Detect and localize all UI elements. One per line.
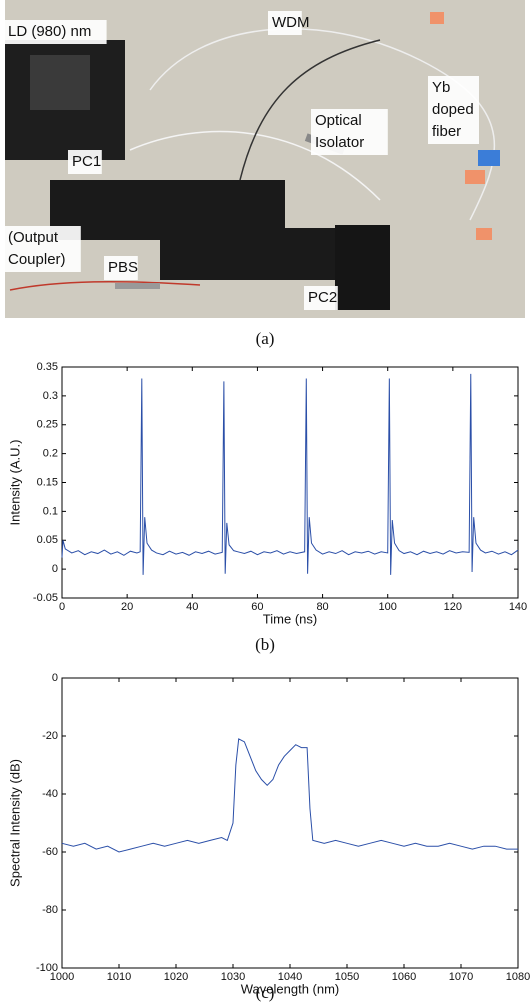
x-tick-label: 1040 (278, 971, 302, 983)
y-tick-label: -20 (42, 730, 58, 742)
label-background (68, 150, 102, 174)
y-tick-label: 0.15 (37, 476, 58, 488)
x-tick-label: 140 (509, 601, 527, 613)
x-tick-label: 1050 (335, 971, 359, 983)
tape (465, 170, 485, 184)
y-tick-label: 0.25 (37, 419, 58, 431)
photo-label: Coupler) (8, 251, 66, 268)
photo-label: WDM (272, 14, 310, 31)
tape (478, 150, 500, 166)
x-tick-label: 100 (379, 601, 397, 613)
y-tick-label: 0 (52, 672, 58, 684)
x-tick-label: 120 (444, 601, 462, 613)
caption: (c) (256, 983, 275, 1002)
tape (476, 228, 492, 240)
photo-label: PC1 (72, 153, 101, 170)
x-tick-label: 1010 (107, 971, 131, 983)
y-tick-label: -100 (36, 962, 58, 974)
pbs-component (115, 283, 160, 289)
label-background (4, 20, 107, 44)
y-tick-label: -0.05 (33, 592, 58, 604)
y-tick-label: 0.1 (43, 505, 58, 517)
label-background (311, 109, 388, 155)
y-tick-label: -80 (42, 904, 58, 916)
photo-label: Yb (432, 79, 450, 96)
data-line (61, 373, 519, 575)
tape (430, 12, 444, 24)
x-axis-label: Time (ns) (263, 611, 317, 626)
pc2-mount (335, 225, 390, 310)
photo-label: Optical (315, 112, 362, 129)
fiber (9, 280, 201, 291)
caption: (a) (256, 329, 275, 348)
photo-label: fiber (432, 123, 461, 140)
fiber (239, 39, 381, 181)
photo-label: doped (432, 101, 474, 118)
x-tick-label: 1000 (50, 971, 74, 983)
y-tick-label: -60 (42, 846, 58, 858)
y-tick-label: 0.35 (37, 361, 58, 373)
photo-labels: LD (980) nm WDM Yb doped fiber Optical Isolato… (4, 11, 479, 310)
label-background (104, 256, 138, 280)
y-tick-label: 0.3 (43, 390, 58, 402)
x-tick-label: 1030 (221, 971, 245, 983)
plot-area (61, 366, 519, 599)
label-background (304, 286, 338, 310)
chart: -100 -80 -60 -40 -20 0 1000 1010 1020 1030 1040 105… (7, 672, 530, 997)
y-tick-label: 0 (52, 563, 58, 575)
label-background (4, 226, 81, 272)
y-tick-label: -40 (42, 788, 58, 800)
y-axis-label: Spectral Intensity (dB) (7, 759, 22, 887)
x-tick-label: 40 (186, 601, 198, 613)
photo-label: (Output (8, 229, 59, 246)
plot-area (61, 677, 519, 969)
x-tick-label: 80 (316, 601, 328, 613)
x-tick-label: 1080 (506, 971, 530, 983)
fiber (129, 130, 381, 201)
x-tick-label: 1020 (164, 971, 188, 983)
x-axis-label: Wavelength (nm) (241, 981, 340, 996)
y-tick-label: 0.2 (43, 448, 58, 460)
photo (5, 0, 525, 318)
x-tick-label: 0 (59, 601, 65, 613)
y-tick-label: 0.05 (37, 534, 58, 546)
x-tick-label: 60 (251, 601, 263, 613)
label-background (268, 11, 302, 35)
x-tick-label: 20 (121, 601, 133, 613)
laser-mount (30, 55, 90, 110)
photo-label: PBS (108, 259, 138, 276)
x-tick-label: 1070 (449, 971, 473, 983)
caption: (b) (255, 635, 275, 654)
label-background (428, 76, 479, 144)
photo-label: Isolator (315, 134, 364, 151)
data-line (61, 738, 518, 853)
x-tick-label: 1060 (392, 971, 416, 983)
y-axis-label: Intensity (A.U.) (7, 440, 22, 526)
photo-label: PC2 (308, 289, 337, 306)
photo-label: LD (980) nm (8, 23, 91, 40)
